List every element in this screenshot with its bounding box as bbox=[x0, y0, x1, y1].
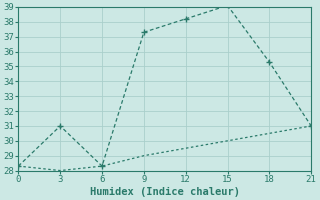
X-axis label: Humidex (Indice chaleur): Humidex (Indice chaleur) bbox=[90, 186, 240, 197]
